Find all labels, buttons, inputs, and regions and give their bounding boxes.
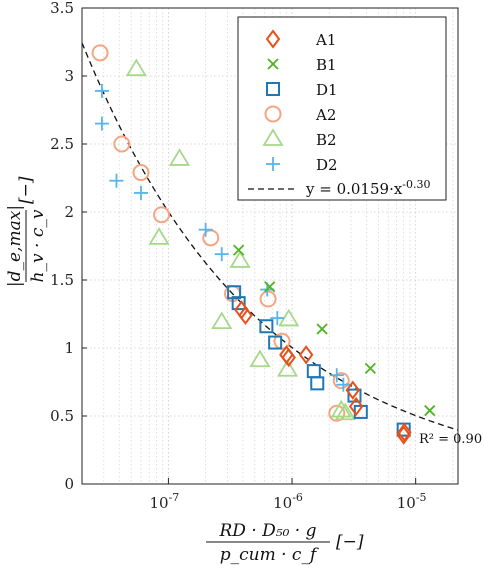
- point-d1: [231, 296, 246, 311]
- x-tick-label: 10-5: [397, 491, 427, 512]
- legend-marker-d2: [266, 157, 280, 171]
- point-b2: [334, 402, 356, 421]
- legend-label-d1: D1: [316, 81, 338, 99]
- point-a2: [332, 372, 350, 390]
- point-d2: [94, 116, 109, 131]
- point-b2: [168, 148, 191, 166]
- point-d2: [109, 173, 124, 188]
- point-b2: [330, 399, 352, 418]
- y-label-denominator: h_v · c_v: [28, 209, 48, 282]
- point-b2: [276, 359, 299, 377]
- point-b1: [424, 404, 436, 417]
- x-tick-base: 10: [273, 494, 292, 512]
- x-label-unit: [−]: [336, 532, 364, 552]
- point-a1: [345, 380, 361, 400]
- point-b1: [233, 244, 245, 256]
- data-points: [91, 44, 436, 445]
- y-tick-label: 2: [64, 203, 74, 221]
- legend-label-b1: B1: [316, 56, 337, 74]
- x-tick-exponent: -6: [292, 491, 303, 504]
- y-tick-label: 1: [64, 339, 74, 357]
- x-label-numerator: RD · D₅₀ · g: [219, 521, 317, 541]
- y-tick-label: 0: [64, 475, 74, 493]
- point-b2: [211, 311, 233, 330]
- y-tick-label: 0.5: [50, 407, 74, 425]
- x-tick-label: 10-7: [150, 491, 180, 512]
- y-tick-label: 1.5: [50, 271, 74, 289]
- x-tick-exponent: -5: [416, 491, 427, 504]
- y-axis-label: |d_e,max| h_v · c_v [−]: [5, 176, 48, 287]
- legend-label-b2: B2: [316, 131, 337, 149]
- x-tick-label: 10-6: [273, 491, 303, 512]
- y-tick-label: 3.5: [50, 0, 74, 17]
- point-d1: [268, 335, 283, 350]
- x-axis-label: RD · D₅₀ · g p_cum · c_f [−]: [206, 521, 364, 565]
- point-b1: [316, 323, 328, 335]
- point-a1: [396, 425, 411, 445]
- x-tick-base: 10: [150, 494, 169, 512]
- point-b1: [364, 362, 376, 375]
- legend: A1 B1 D1 A2 B2 D2 y = 0.0159·x-0.30: [237, 16, 447, 201]
- fit-curve: [81, 42, 459, 431]
- y-tick-label: 2.5: [50, 135, 74, 153]
- fit-curve-group: [81, 42, 459, 431]
- point-d1: [259, 319, 274, 334]
- y-label-unit: [−]: [16, 176, 36, 204]
- point-d1: [227, 285, 242, 300]
- point-b2: [249, 349, 271, 368]
- point-d2: [133, 185, 148, 200]
- point-a1: [348, 396, 364, 417]
- point-a2: [113, 135, 131, 153]
- y-tick-label: 3: [64, 67, 74, 85]
- point-d2: [329, 368, 344, 383]
- point-d2: [94, 83, 109, 98]
- legend-fit-label: y = 0.0159·x-0.30: [305, 178, 431, 198]
- x-tick-base: 10: [397, 494, 416, 512]
- point-a1: [298, 345, 314, 365]
- point-d2: [270, 311, 285, 326]
- point-b1: [264, 281, 276, 293]
- legend-marker-b1: [267, 58, 279, 70]
- axis-ticks: 00.511.522.533.510-7 10-6 10-5: [50, 0, 426, 512]
- point-a1: [281, 347, 296, 368]
- legend-marker-b2: [262, 128, 284, 146]
- legend-marker-d1: [266, 82, 280, 96]
- legend-label-a2: A2: [315, 106, 336, 124]
- legend-fit-text: y = 0.0159·x: [305, 180, 403, 198]
- legend-label-d2: D2: [316, 156, 338, 174]
- point-b2: [148, 227, 170, 245]
- plot-frame: [81, 7, 459, 485]
- point-d2: [198, 222, 213, 237]
- point-b2: [229, 250, 251, 268]
- point-a2: [153, 206, 171, 224]
- legend-markers: [262, 29, 284, 171]
- legend-marker-a1: [265, 29, 281, 49]
- point-a2: [91, 44, 109, 62]
- point-d2: [336, 377, 351, 392]
- point-a1: [397, 422, 412, 442]
- point-a1: [238, 305, 253, 326]
- point-a2: [328, 404, 346, 422]
- x-tick-exponent: -7: [169, 491, 180, 504]
- point-d1: [310, 376, 325, 391]
- legend-fit-exponent: -0.30: [402, 178, 430, 191]
- r2-label: R² = 0.90: [419, 432, 482, 447]
- x-label-denominator: p_cum · c_f: [220, 545, 319, 565]
- legend-label-a1: A1: [315, 31, 336, 49]
- y-label-numerator: |d_e,max|: [5, 205, 25, 287]
- point-b2: [125, 58, 147, 77]
- point-a2: [132, 164, 150, 182]
- legend-marker-a2: [264, 105, 282, 123]
- point-d2: [214, 247, 229, 262]
